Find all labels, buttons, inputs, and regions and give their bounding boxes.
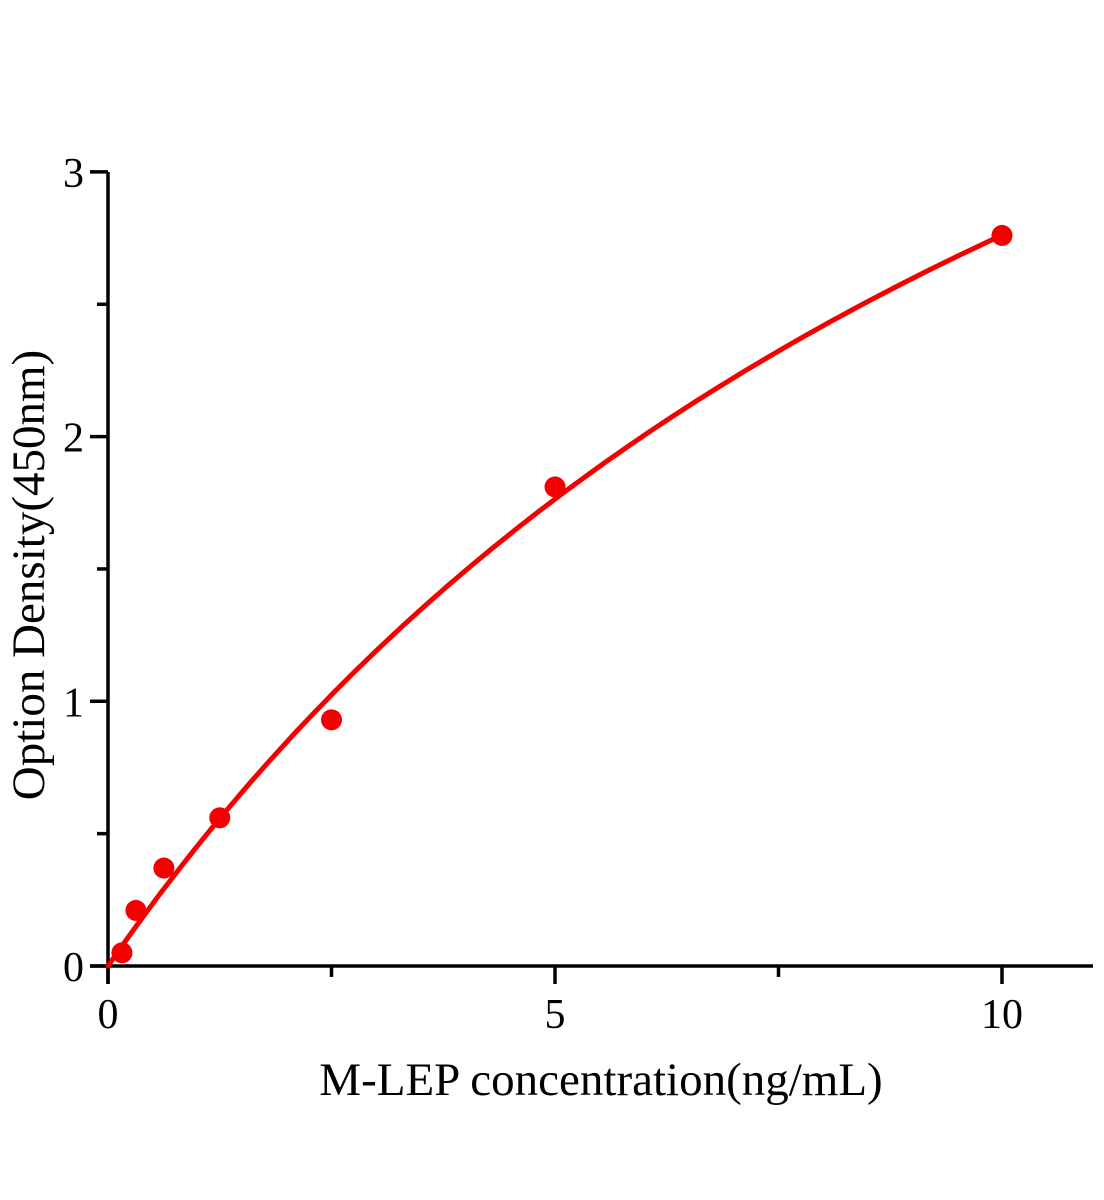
data-point	[209, 807, 231, 829]
data-point	[991, 224, 1013, 246]
y-axis-title: Option Density(450nm)	[3, 350, 55, 800]
x-tick-label: 0	[98, 992, 119, 1038]
y-tick-label: 0	[63, 945, 84, 991]
x-tick-label: 5	[545, 992, 566, 1038]
x-tick-label: 10	[981, 992, 1023, 1038]
y-tick-label: 3	[63, 151, 84, 197]
data-point	[544, 476, 566, 498]
fit-curve	[105, 232, 1005, 969]
y-tick-label: 2	[63, 416, 84, 462]
y-tick-label: 1	[63, 680, 84, 726]
data-point	[153, 857, 175, 879]
data-point	[111, 942, 133, 964]
data-point	[125, 899, 147, 921]
x-axis-title: M-LEP concentration(ng/mL)	[319, 1054, 882, 1106]
data-point	[321, 709, 342, 731]
